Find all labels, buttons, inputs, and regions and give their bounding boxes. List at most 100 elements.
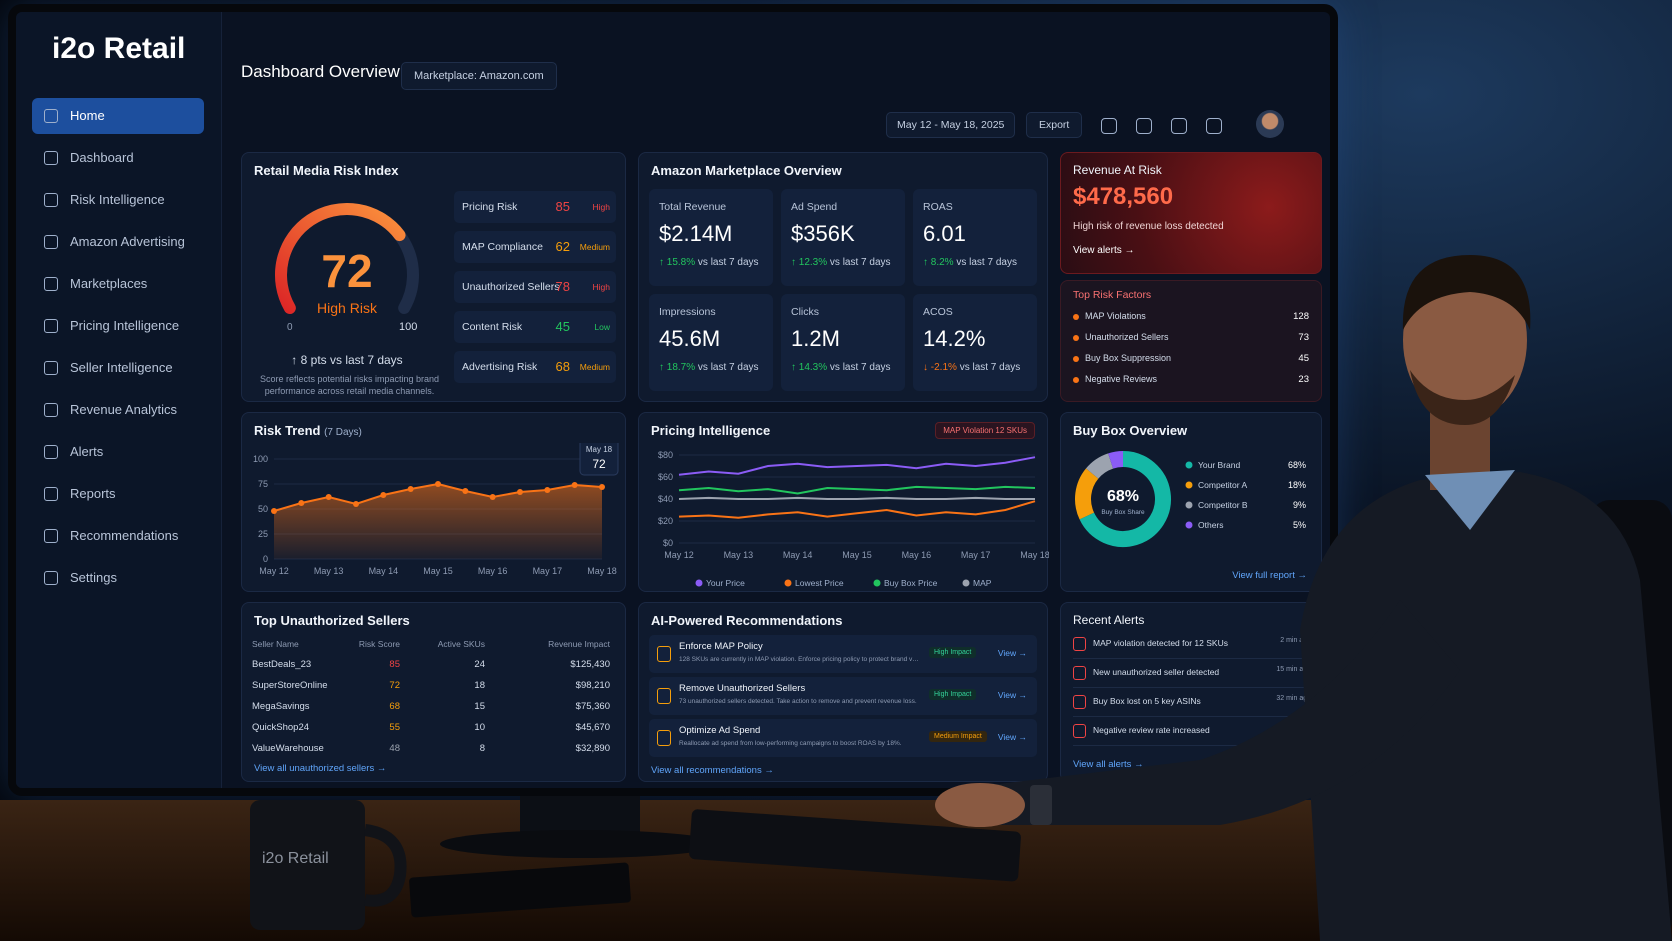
- line-chart: $0 $20 $40 $60 $80 May 12 May 13 May 14 May 15 Ma…: [658, 450, 1049, 588]
- link[interactable]: View all recommendations →: [651, 765, 774, 776]
- center-value: 68%: [1107, 488, 1139, 505]
- recommendation: Enforce MAP Policy 128 SKUs are currently…: [649, 635, 1037, 673]
- impact-badge: High Impact: [929, 689, 977, 700]
- pie-slice: [1075, 468, 1099, 520]
- line-chart: 0 25 50 75 100 May 12 May 13 May 14 May 15 May 16…: [253, 443, 619, 576]
- link[interactable]: View all alerts →: [1073, 759, 1144, 770]
- rec-action[interactable]: View →: [997, 690, 1027, 700]
- nav-item[interactable]: Amazon Advertising: [32, 224, 204, 260]
- card-title: Retail Media Risk Index: [254, 163, 399, 178]
- nav-label: Marketplaces: [70, 276, 148, 291]
- alert-icon: [1073, 695, 1086, 709]
- factor-name: Advertising Risk: [462, 361, 538, 373]
- nav-item[interactable]: Revenue Analytics: [32, 392, 204, 428]
- nav-item[interactable]: Dashboard: [32, 140, 204, 176]
- alert-text: Negative review rate increased: [1093, 725, 1210, 735]
- kpi-value: 14.2%: [923, 326, 986, 351]
- alert-divider: [1073, 745, 1311, 746]
- header-icon[interactable]: [1206, 118, 1222, 134]
- nav-item[interactable]: Settings: [32, 560, 204, 596]
- rec-action[interactable]: View →: [997, 648, 1027, 658]
- alert-divider: [1073, 658, 1311, 659]
- table-header: Seller Name: [252, 639, 299, 649]
- x-tick-label: May 17: [533, 566, 563, 576]
- factor-name: MAP Violations: [1085, 311, 1146, 321]
- line: [678, 496, 1035, 500]
- export-button[interactable]: Export: [1026, 112, 1083, 138]
- line: [678, 500, 1036, 519]
- factor-name: Unauthorized Sellers: [1085, 332, 1169, 342]
- factor-count: 45: [1298, 353, 1309, 364]
- table-cell: $125,430: [570, 659, 610, 670]
- factor-level: Medium: [579, 242, 610, 252]
- kpi-change: ↑ 12.3% vs last 7 days: [791, 257, 891, 268]
- factor-name: Unauthorized Sellers: [462, 281, 560, 293]
- buy-box-card: Buy Box Overview 68% Buy Box Share Your Bra…: [1060, 412, 1322, 592]
- avatar[interactable]: [1256, 110, 1284, 138]
- table-header: Risk Score: [358, 639, 400, 649]
- alert-text: New unauthorized seller detected: [1093, 667, 1220, 677]
- table-cell: 85: [389, 659, 400, 670]
- line: [678, 485, 1036, 495]
- table-cell: 48: [389, 743, 400, 754]
- kpi-delta: ↑ 14.3%: [791, 362, 828, 373]
- table-cell: $32,890: [575, 743, 610, 754]
- gauge-min: 0: [287, 322, 293, 333]
- legend-swatch: [1185, 501, 1193, 509]
- top-risk-factors-card: Top Risk Factors MAP Violations 128 Unautho…: [1060, 280, 1322, 402]
- legend-value: 18%: [1288, 480, 1306, 490]
- table-cell: BestDeals_23: [252, 659, 312, 670]
- header-icon[interactable]: [1171, 118, 1187, 134]
- marker: [353, 501, 359, 507]
- watch: [1030, 785, 1052, 825]
- kpi-value: 1.2M: [791, 326, 840, 351]
- legend-value: 68%: [1288, 460, 1306, 470]
- factor-level: Low: [594, 322, 610, 332]
- factor-score: 68: [555, 359, 570, 374]
- legend-swatch: [873, 579, 881, 587]
- nav-item[interactable]: Risk Intelligence: [32, 182, 204, 218]
- nav-item[interactable]: Reports: [32, 476, 204, 512]
- legend-label: Competitor A: [1198, 480, 1247, 490]
- nav-label: Risk Intelligence: [70, 192, 165, 207]
- x-tick-label: May 18: [587, 566, 617, 576]
- date-range[interactable]: May 12 - May 18, 2025: [886, 112, 1016, 138]
- pie-chart: 68% Buy Box Share Your Brand 68% Competitor …: [1075, 451, 1306, 547]
- collar: [1425, 470, 1515, 530]
- card-title: Pricing Intelligence: [651, 423, 770, 438]
- kpi-period: vs last 7 days: [697, 257, 759, 268]
- marker: [544, 487, 551, 493]
- marketplace-select[interactable]: Marketplace: Amazon.com: [401, 62, 557, 90]
- table-cell: MegaSavings: [252, 701, 310, 712]
- nav-item[interactable]: Seller Intelligence: [32, 350, 204, 386]
- nav-item[interactable]: Alerts: [32, 434, 204, 470]
- rec-icon: [657, 730, 671, 746]
- legend-label: Buy Box Price: [884, 578, 938, 588]
- card-title: Recent Alerts: [1073, 613, 1145, 627]
- risk-factor: Advertising Risk 68 Medium: [454, 351, 616, 383]
- alert-text: Buy Box lost on 5 key ASINs: [1093, 696, 1201, 706]
- nav-item[interactable]: Home: [32, 98, 204, 134]
- legend-value: 5%: [1293, 520, 1306, 530]
- nav-item[interactable]: Marketplaces: [32, 266, 204, 302]
- chart-title: Risk Trend: [254, 423, 321, 438]
- nav-item[interactable]: Pricing Intelligence: [32, 308, 204, 344]
- header-icon[interactable]: [1136, 118, 1152, 134]
- kpi-delta: ↑ 12.3%: [791, 257, 828, 268]
- marker: [599, 484, 605, 490]
- x-tick-label: May 16: [902, 550, 932, 560]
- revenue-link[interactable]: View alerts →: [1073, 245, 1135, 256]
- legend-swatch: [784, 579, 792, 587]
- y-tick-label: 100: [253, 454, 268, 464]
- alert-time: 32 min ago: [1276, 695, 1311, 702]
- rec-desc: 128 SKUs are currently in MAP violation.…: [679, 656, 919, 663]
- nav-item[interactable]: Recommendations: [32, 518, 204, 554]
- link[interactable]: View all unauthorized sellers →: [254, 763, 387, 774]
- factor-dot: [1073, 356, 1079, 362]
- tooltip-value: 72: [592, 457, 606, 471]
- rec-action[interactable]: View →: [997, 732, 1027, 742]
- link[interactable]: View full report →: [1232, 570, 1307, 581]
- header-icon[interactable]: [1101, 118, 1117, 134]
- kpi-label: Impressions: [659, 306, 716, 318]
